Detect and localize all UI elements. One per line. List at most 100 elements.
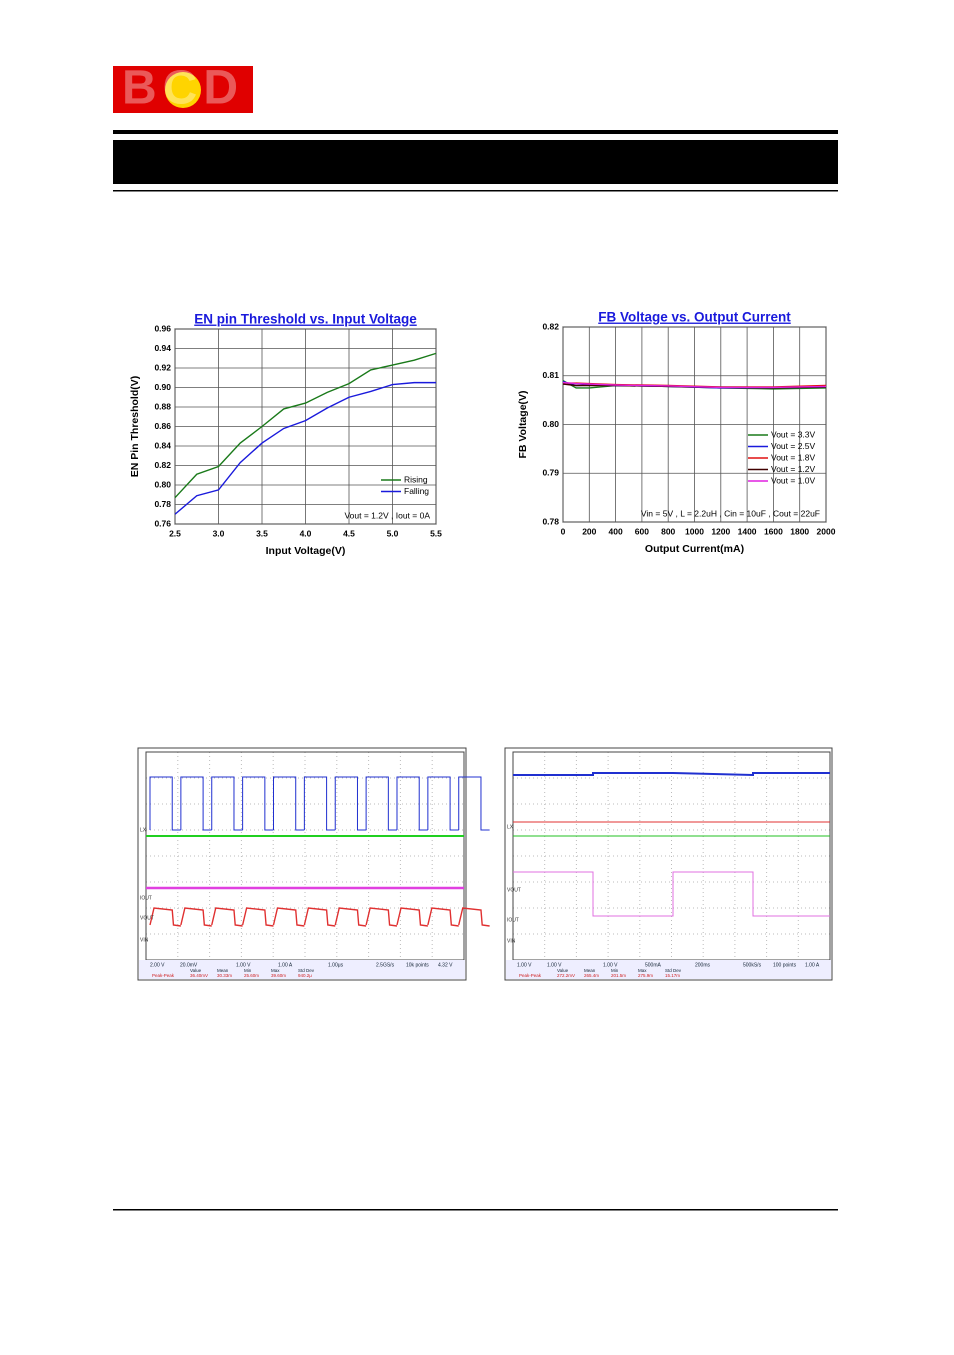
measure-value: 15.17m: [665, 973, 680, 978]
measure-header: Std Dev: [298, 968, 315, 973]
measure-value: 36.40mV: [190, 973, 208, 978]
measure-value: 30.33m: [217, 973, 232, 978]
channel-label: VIN: [140, 937, 149, 943]
x-tick-label: 3.5: [256, 528, 268, 538]
rule: [113, 190, 838, 192]
y-tick-label: 0.81: [542, 370, 559, 380]
y-tick-label: 0.82: [154, 460, 171, 470]
x-tick-label: 600: [635, 526, 649, 536]
logo-dot: [165, 72, 201, 108]
channel-label: LX: [507, 824, 514, 830]
x-tick-label: 0: [561, 526, 566, 536]
y-tick-label: 0.82: [542, 321, 559, 331]
status-text: 1.00 V: [236, 962, 251, 968]
scope-frame: [137, 747, 467, 981]
y-tick-label: 0.78: [542, 516, 559, 526]
measure-header: Std Dev: [665, 968, 682, 973]
measure-value: Peak-Peak: [152, 973, 175, 978]
y-axis-label: EN Pin Threshold(V): [129, 376, 141, 478]
measure-header: Min: [244, 968, 252, 973]
measure-header: Mean: [217, 968, 229, 973]
measure-header: Max: [271, 968, 280, 973]
x-tick-label: 1200: [711, 526, 730, 536]
measure-value: 25.60m: [244, 973, 259, 978]
legend-label: Rising: [404, 474, 428, 484]
measure-header: Value: [557, 968, 569, 973]
title-bar: [113, 140, 838, 184]
x-tick-label: 4.0: [300, 528, 312, 538]
measure-value: 39.60m: [271, 973, 286, 978]
y-tick-label: 0.80: [154, 479, 171, 489]
y-tick-label: 0.96: [154, 323, 171, 333]
y-tick-label: 0.76: [154, 518, 171, 528]
x-tick-label: 1600: [764, 526, 783, 536]
y-tick-label: 0.84: [154, 440, 171, 450]
legend-label: Vout = 3.3V: [771, 429, 816, 439]
legend-label: Falling: [404, 486, 429, 496]
annotation: Vout = 1.2V , Iout = 0A: [344, 510, 430, 520]
measure-value: 275.9m: [638, 973, 653, 978]
status-text: 1.00 V: [547, 962, 562, 968]
status-text: 500mA: [645, 962, 662, 968]
measure-value: 272.2mV: [557, 973, 575, 978]
x-tick-label: 5.0: [387, 528, 399, 538]
legend-label: Vout = 1.8V: [771, 452, 816, 462]
measure-value: Peak-Peak: [519, 973, 542, 978]
channel-label: VOUT: [140, 915, 154, 921]
x-tick-label: 4.5: [343, 528, 355, 538]
status-text: 200ms: [695, 962, 711, 968]
y-tick-label: 0.88: [154, 401, 171, 411]
rule: [113, 130, 838, 134]
annotation: Vin = 5V , L = 2.2uH , Cin = 10uF , Cout…: [641, 508, 820, 518]
measure-value: 940.2μ: [298, 973, 312, 978]
x-axis-label: Input Voltage(V): [266, 545, 346, 557]
measure-header: Mean: [584, 968, 596, 973]
y-tick-label: 0.80: [542, 419, 559, 429]
x-axis-label: Output Current(mA): [645, 543, 744, 555]
x-tick-label: 2.5: [169, 528, 181, 538]
status-text: 1.00μs: [328, 962, 344, 968]
y-tick-label: 0.90: [154, 382, 171, 392]
status-text: 1.00 V: [517, 962, 532, 968]
channel-label: VOUT: [507, 887, 521, 893]
wave-iout: [513, 871, 830, 917]
legend-label: Vout = 1.2V: [771, 464, 816, 474]
x-tick-label: 1400: [738, 526, 757, 536]
status-bar: [139, 960, 465, 979]
status-text: 2.00 V: [150, 962, 165, 968]
series-line: [174, 352, 437, 499]
chart-title: EN pin Threshold vs. Input Voltage: [194, 312, 417, 327]
measure-header: Min: [611, 968, 619, 973]
channel-label: LX: [140, 827, 147, 833]
status-text: 1.00 A: [805, 962, 820, 968]
x-tick-label: 200: [582, 526, 596, 536]
status-bar: [506, 960, 831, 979]
x-tick-label: 1000: [685, 526, 704, 536]
x-tick-label: 5.5: [430, 528, 442, 538]
status-text: 100 points: [773, 962, 797, 968]
channel-label: VIN: [507, 938, 516, 944]
measure-header: Max: [638, 968, 647, 973]
logo-text: BCD: [122, 62, 244, 115]
y-tick-label: 0.78: [154, 499, 171, 509]
status-text: 4.32 V: [438, 962, 453, 968]
status-text: 500kS/s: [743, 962, 762, 968]
chart-title: FB Voltage vs. Output Current: [598, 310, 791, 325]
legend-label: Vout = 2.5V: [771, 441, 816, 451]
y-tick-label: 0.79: [542, 468, 559, 478]
measure-header: Value: [190, 968, 202, 973]
x-tick-label: 3.0: [213, 528, 225, 538]
x-tick-label: 1800: [790, 526, 809, 536]
series-line: [174, 381, 436, 515]
measure-value: 201.5m: [611, 973, 626, 978]
rule: [113, 1209, 838, 1211]
x-tick-label: 800: [661, 526, 675, 536]
wave-vout: [149, 907, 490, 927]
status-text: 20.0mV: [180, 962, 198, 968]
series-line: [562, 381, 827, 389]
wave-lx: [149, 776, 490, 831]
status-text: 1.00 V: [603, 962, 618, 968]
legend-label: Vout = 1.0V: [771, 475, 816, 485]
scope-frame: [504, 747, 833, 981]
